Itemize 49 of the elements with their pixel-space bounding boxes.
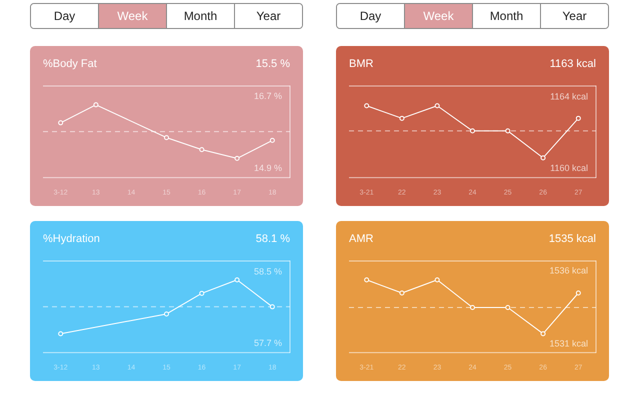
text: Week	[98, 4, 166, 28]
y-tick-label: 57.7 %	[254, 338, 282, 348]
point	[399, 290, 404, 296]
point	[364, 104, 370, 109]
y-tick-label: 1164 kcal	[550, 92, 588, 102]
point	[540, 330, 546, 336]
point	[399, 116, 404, 122]
chart-title: AMR	[349, 232, 374, 245]
point	[576, 116, 581, 122]
point	[164, 311, 169, 316]
text: 1535 kcal	[548, 232, 596, 245]
point	[576, 290, 581, 296]
y-tick-label: 58.5 %	[254, 266, 282, 276]
text: Day	[337, 4, 404, 28]
point	[505, 304, 510, 310]
text: 58.1 %	[256, 232, 290, 245]
y-tick-label: 14.9 %	[254, 163, 282, 174]
y-tick-label: 16.7 %	[254, 91, 282, 102]
chart-title: BMR	[349, 58, 374, 70]
point	[470, 304, 475, 310]
point	[364, 277, 370, 282]
point	[234, 156, 240, 162]
point	[434, 104, 440, 109]
chart-title: %Body Fat	[43, 58, 97, 70]
point	[234, 277, 240, 282]
point	[434, 277, 440, 282]
point	[270, 304, 275, 309]
chart-title: %Hydration	[43, 232, 100, 245]
point	[470, 128, 475, 134]
text: Year	[234, 4, 302, 28]
text: Month	[166, 4, 234, 28]
point	[270, 138, 275, 144]
point	[540, 156, 546, 161]
text: Week	[404, 4, 472, 28]
point	[164, 135, 169, 140]
text: Day	[31, 4, 98, 28]
point	[199, 290, 204, 296]
text: Year	[540, 4, 608, 28]
point	[505, 128, 510, 134]
y-tick-label: 1536 kcal	[549, 265, 588, 276]
point	[93, 102, 98, 108]
point	[199, 147, 204, 152]
y-tick-label: 1531 kcal	[549, 338, 588, 348]
point	[58, 330, 64, 336]
y-tick-label: 1160 kcal	[550, 163, 588, 174]
point	[58, 120, 64, 126]
text: 15.5 %	[256, 58, 290, 70]
text: Month	[472, 4, 540, 28]
text: 1163 kcal	[550, 58, 596, 70]
